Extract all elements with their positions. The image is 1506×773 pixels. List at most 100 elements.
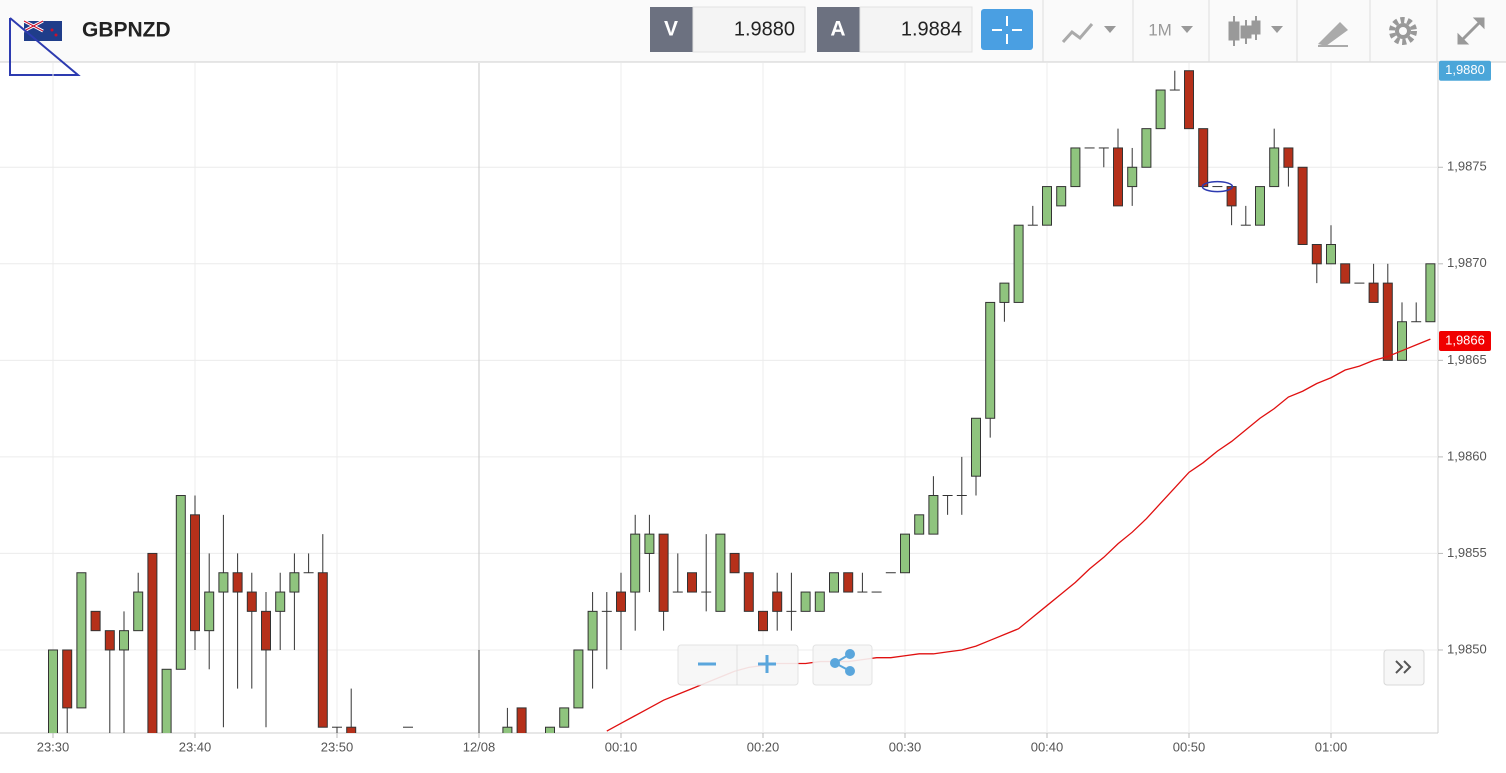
candle-body — [261, 610, 271, 651]
candle-body — [1269, 147, 1280, 188]
candle-body — [346, 726, 357, 733]
zoom-in-button[interactable] — [758, 655, 776, 673]
candle-body — [587, 610, 598, 651]
candle-body — [1326, 243, 1336, 265]
x-tick-label: 23:50 — [321, 739, 354, 754]
x-tick-label: 12/08 — [463, 739, 496, 754]
drawing-tools-button[interactable] — [1318, 22, 1348, 47]
candle-body — [1226, 186, 1237, 207]
selection-triangle — [9, 17, 81, 76]
y-tick-label: 1,9865 — [1447, 352, 1487, 367]
share-button[interactable] — [812, 644, 873, 686]
x-tick-label: 00:40 — [1031, 739, 1064, 754]
candle-style-button[interactable] — [1228, 16, 1283, 46]
candle-body — [232, 572, 243, 593]
candle-body — [175, 495, 186, 670]
candle-body — [1382, 282, 1393, 361]
candle-body — [971, 417, 981, 477]
scroll-right-button[interactable] — [1383, 649, 1425, 686]
candle-body — [573, 649, 584, 709]
candle-body — [104, 630, 115, 651]
candle-body — [658, 533, 669, 612]
candle-body — [1056, 186, 1067, 207]
candle-body — [914, 514, 925, 535]
candle-body — [900, 533, 910, 574]
y-tick-label: 1,9860 — [1447, 448, 1487, 463]
candle-body — [516, 707, 527, 733]
x-tick-label: 00:30 — [889, 739, 922, 754]
x-tick-label: 01:00 — [1315, 739, 1348, 754]
x-tick-label: 23:30 — [37, 739, 70, 754]
timeframe: 1M — [1148, 20, 1172, 39]
price-label-box — [1439, 331, 1491, 352]
candle-body — [644, 533, 655, 554]
settings-button[interactable] — [1389, 17, 1417, 45]
buy-button[interactable] — [817, 7, 860, 52]
candle-body — [1397, 321, 1407, 361]
toolbar-separators — [1042, 0, 1438, 62]
candle-body — [1184, 70, 1194, 130]
candle-body — [1155, 89, 1166, 130]
candle-body — [502, 726, 513, 733]
candle-body — [772, 591, 783, 612]
candle-body — [62, 649, 73, 709]
y-tick-label: 1,9875 — [1447, 159, 1487, 174]
candle-body — [1127, 166, 1138, 188]
candle-body — [246, 591, 257, 612]
candle-body — [218, 572, 229, 593]
candle-body — [1297, 166, 1308, 245]
candle-body — [1340, 263, 1351, 284]
candle-body — [1255, 186, 1265, 226]
plot-area — [48, 70, 1436, 733]
candle-body — [204, 591, 215, 632]
candle-body — [1070, 147, 1081, 188]
candle-body — [1283, 147, 1294, 168]
timeframe-button[interactable]: 1M — [1148, 20, 1193, 39]
candle-body — [317, 572, 328, 728]
candle-body — [1141, 128, 1152, 168]
sell-label: V — [664, 18, 678, 41]
candle-body — [133, 591, 144, 632]
candle-body — [616, 591, 626, 612]
sell-button[interactable] — [650, 7, 693, 52]
scroll-right-icon — [1395, 660, 1412, 674]
sell-price-box[interactable] — [692, 6, 806, 53]
x-tick-label: 23:40 — [179, 739, 212, 754]
y-tick-label: 1,9855 — [1447, 545, 1487, 560]
candle-body — [800, 591, 811, 612]
fullscreen-button[interactable] — [1457, 17, 1485, 45]
x-tick-label: 00:10 — [605, 739, 638, 754]
price-label-box — [1439, 60, 1491, 81]
candle-body — [743, 572, 754, 612]
buy-label: A — [830, 18, 845, 41]
price-label: 1,9880 — [1445, 62, 1485, 77]
selection-marker — [1201, 180, 1234, 193]
candle-body — [1198, 128, 1209, 188]
candle-body — [1425, 263, 1436, 323]
crosshair-button[interactable] — [981, 9, 1033, 50]
candle-body — [90, 610, 101, 632]
candle-body — [630, 533, 641, 593]
zoom-panel — [677, 644, 799, 686]
chart-type-button[interactable] — [1061, 23, 1116, 44]
y-tick-label: 1,9850 — [1447, 641, 1487, 656]
candle-body — [687, 572, 697, 593]
buy-price-box[interactable] — [859, 6, 973, 53]
candle-body — [814, 591, 825, 612]
candle-body — [729, 552, 740, 574]
candle-body — [715, 533, 726, 612]
candle-body — [1311, 243, 1322, 265]
axis-labels: 1,9850 1,9855 1,9860 1,9865 1,9870 1,9875 23:3… — [37, 60, 1491, 754]
candle-body — [1042, 186, 1052, 226]
candle-body — [928, 495, 939, 535]
candle-body — [1013, 224, 1024, 303]
candle-body — [758, 610, 768, 632]
zoom-controls — [677, 644, 1425, 686]
flag-icon — [23, 19, 62, 41]
candle-body — [119, 630, 129, 651]
candle-body — [545, 726, 555, 733]
candle-body — [843, 572, 854, 593]
candle-body — [999, 282, 1010, 303]
